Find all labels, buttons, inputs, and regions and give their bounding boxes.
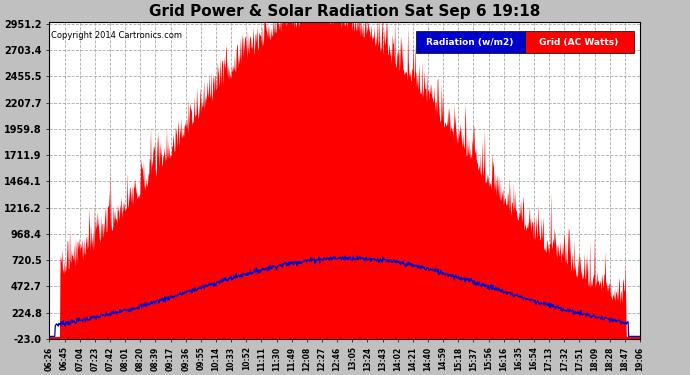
FancyBboxPatch shape [525, 31, 634, 53]
Text: Copyright 2014 Cartronics.com: Copyright 2014 Cartronics.com [50, 31, 181, 40]
Title: Grid Power & Solar Radiation Sat Sep 6 19:18: Grid Power & Solar Radiation Sat Sep 6 1… [149, 4, 540, 19]
FancyBboxPatch shape [415, 31, 525, 53]
Text: Grid (AC Watts): Grid (AC Watts) [540, 38, 619, 47]
Text: Radiation (w/m2): Radiation (w/m2) [426, 38, 513, 47]
